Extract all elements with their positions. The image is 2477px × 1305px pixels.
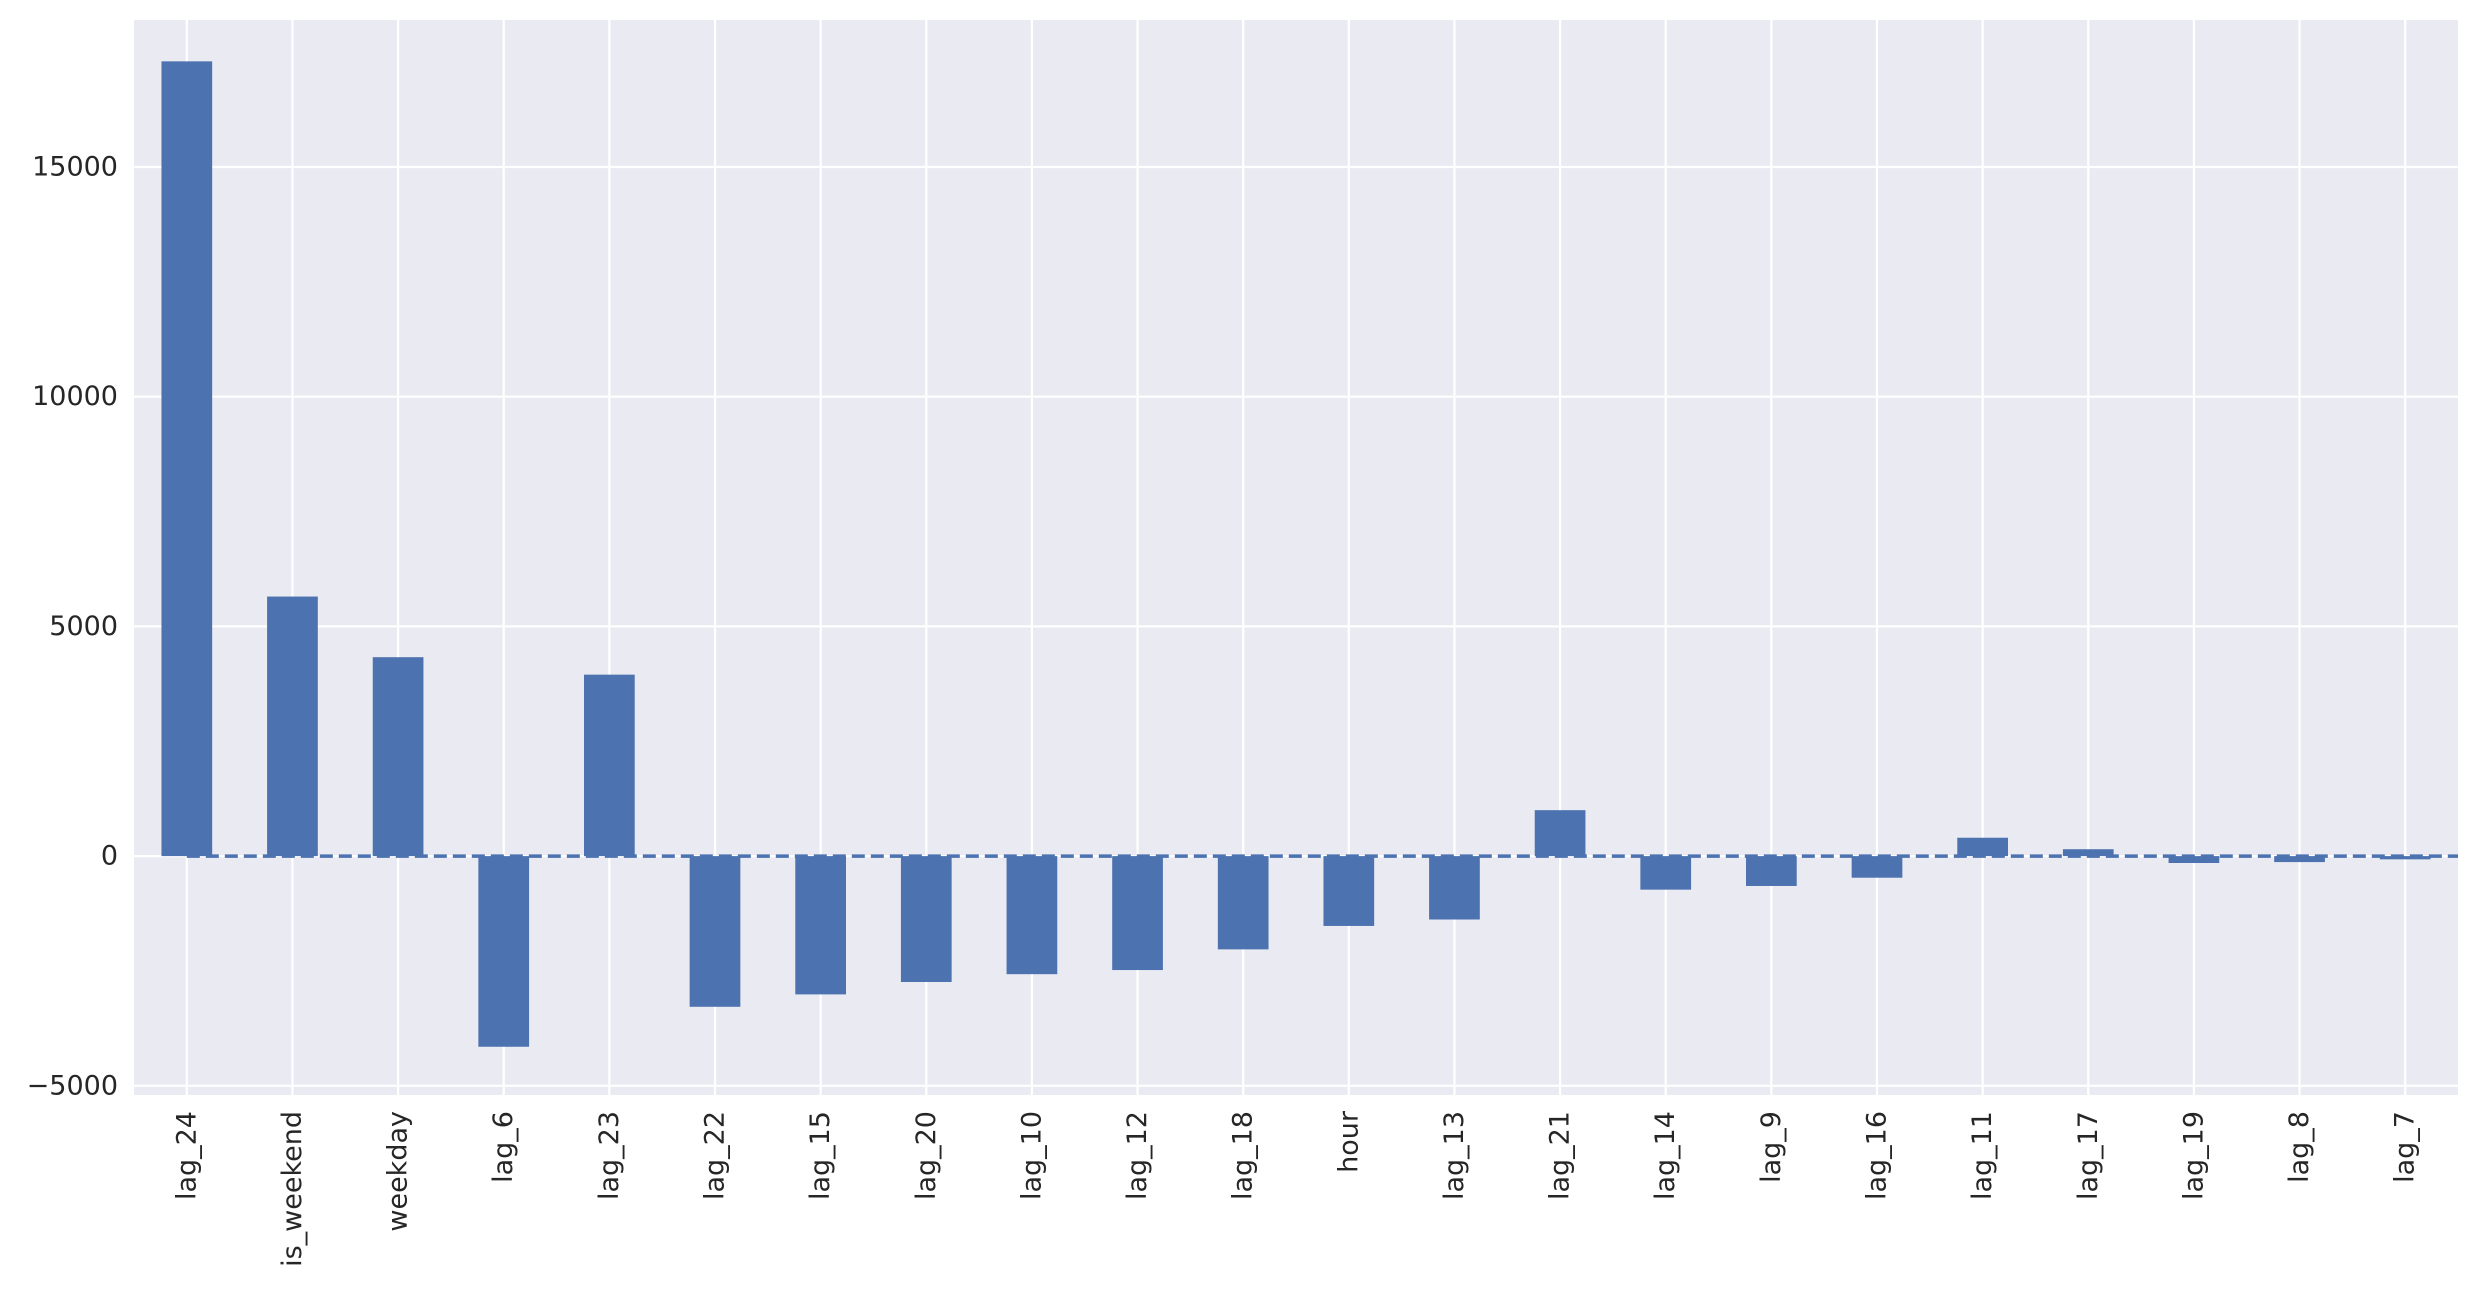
x-axis-tick-labels: lag_24 is_weekend weekday lag_6 lag_23 lag_22…: [171, 1110, 2420, 1267]
bar-hour: [1323, 856, 1375, 926]
bar-lag_19: [2168, 856, 2220, 864]
bar-lag_7: [2379, 856, 2431, 860]
x-tick-label: lag_22: [700, 1111, 731, 1200]
y-tick-label: −5000: [27, 1070, 118, 1101]
x-tick-label: lag_9: [1756, 1111, 1787, 1183]
bar-lag_23: [584, 674, 635, 857]
y-axis-tick-labels: −5000 0 5000 10000 15000: [27, 152, 118, 1102]
x-tick-label: lag_10: [1016, 1111, 1047, 1200]
x-tick-label: lag_16: [1862, 1111, 1893, 1200]
x-tick-label: lag_14: [1650, 1111, 1681, 1200]
bar-lag_22: [689, 856, 741, 1007]
bar-lag_15: [795, 856, 846, 995]
bar-lag_10: [1006, 856, 1058, 975]
bar-lag_6: [478, 856, 530, 1047]
x-tick-label: hour: [1333, 1110, 1364, 1173]
x-tick-label: weekday: [383, 1111, 414, 1232]
bar-lag_18: [1217, 856, 1269, 950]
x-tick-label: lag_23: [594, 1111, 625, 1200]
y-tick-label: 0: [101, 841, 118, 872]
bar-lag_12: [1112, 856, 1163, 971]
bar-is_weekend: [267, 596, 318, 857]
x-tick-label: lag_19: [2178, 1111, 2209, 1200]
bar-lag_13: [1429, 856, 1480, 920]
x-tick-label: lag_6: [488, 1111, 519, 1183]
bars: [161, 61, 2431, 1047]
bar-lag_24: [161, 61, 213, 857]
x-tick-label: lag_15: [805, 1111, 836, 1200]
bar-lag_21: [1534, 810, 1586, 857]
x-tick-label: lag_18: [1228, 1111, 1259, 1200]
bar-lag_14: [1640, 856, 1692, 890]
y-tick-label: 5000: [49, 611, 118, 642]
x-tick-label: lag_7: [2390, 1111, 2421, 1183]
x-tick-label: lag_11: [1967, 1111, 1998, 1200]
x-tick-label: lag_12: [1122, 1111, 1153, 1200]
bar-lag_20: [900, 856, 952, 982]
x-tick-label: lag_24: [171, 1111, 202, 1200]
x-tick-label: lag_8: [2284, 1111, 2315, 1183]
bar-lag_17: [2062, 849, 2114, 857]
bar-lag_11: [1957, 837, 2008, 857]
x-tick-label: lag_20: [911, 1111, 942, 1200]
bar-weekday: [372, 657, 424, 857]
x-tick-label: lag_21: [1545, 1111, 1576, 1200]
y-tick-label: 15000: [32, 152, 118, 183]
y-tick-label: 10000: [32, 381, 118, 412]
x-tick-label: lag_17: [2073, 1111, 2104, 1200]
x-tick-label: lag_13: [1439, 1111, 1470, 1200]
bar-lag_16: [1851, 856, 1903, 878]
x-tick-label: is_weekend: [277, 1111, 308, 1267]
bar-lag_9: [1746, 856, 1797, 886]
bar-lag_8: [2274, 856, 2325, 863]
